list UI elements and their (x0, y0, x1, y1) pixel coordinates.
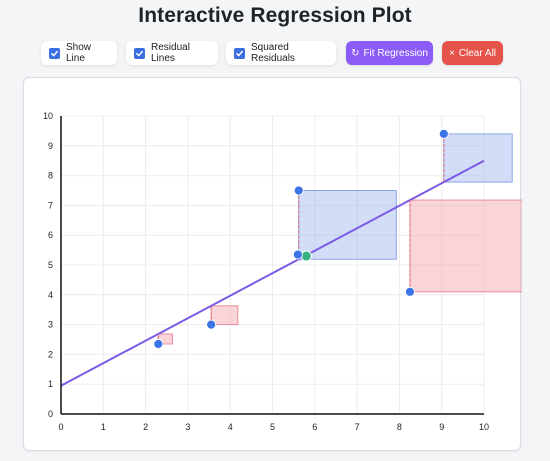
x-tick-label: 1 (101, 422, 106, 432)
plot-card: 0 1 2 3 4 5 6 7 8 9 10 0 1 2 3 4 5 6 7 8 9 10 (23, 77, 522, 452)
selected-point[interactable] (300, 250, 312, 262)
y-tick-label: 5 (48, 260, 53, 270)
y-tick-label: 1 (48, 379, 53, 389)
toolbar: Show Line Residual Lines Squared Residua… (0, 41, 550, 65)
data-point[interactable] (293, 185, 304, 196)
refresh-icon: ↻ (351, 47, 360, 59)
regression-line (60, 159, 485, 387)
x-tick-label: 10 (479, 422, 489, 432)
checkbox-checked-icon[interactable] (49, 47, 60, 59)
clear-all-label: Clear All (458, 47, 497, 59)
regression-plot[interactable]: 0 1 2 3 4 5 6 7 8 9 10 0 1 2 3 4 5 6 7 8 9 10 (24, 78, 522, 452)
y-tick-label: 0 (48, 409, 53, 419)
x-tick-label: 3 (185, 422, 190, 432)
squared-residuals-label: Squared Residuals (251, 42, 295, 64)
data-point[interactable] (405, 286, 415, 297)
clear-all-button[interactable]: × Clear All (442, 41, 503, 65)
squared-residuals-toggle[interactable]: Squared Residuals (226, 41, 336, 65)
y-tick-label: 3 (48, 320, 53, 330)
y-tick-label: 6 (48, 230, 53, 240)
x-tick-label: 0 (58, 422, 63, 432)
y-tick-label: 8 (48, 171, 53, 181)
y-tick-label: 4 (48, 290, 53, 300)
x-tick-label: 8 (397, 422, 402, 432)
residual-lines-label: Residual Lines (151, 42, 190, 64)
checkbox-checked-icon[interactable] (134, 47, 145, 59)
residual-lines-toggle[interactable]: Residual Lines (126, 41, 218, 65)
fit-regression-label: Fit Regression (363, 47, 428, 59)
x-tick-label: 6 (312, 422, 317, 432)
show-line-toggle[interactable]: Show Line (41, 41, 117, 65)
squared-residual (210, 305, 239, 326)
x-tick-label: 5 (270, 422, 275, 432)
page-title: Interactive Regression Plot (138, 4, 412, 27)
data-point[interactable] (292, 249, 303, 260)
data-point[interactable] (153, 339, 164, 349)
y-tick-label: 9 (48, 141, 53, 151)
fit-regression-button[interactable]: ↻ Fit Regression (346, 41, 433, 65)
x-tick-label: 4 (228, 422, 233, 432)
checkbox-checked-icon[interactable] (234, 47, 245, 59)
y-tick-label: 2 (48, 349, 53, 359)
squared-residual (443, 133, 513, 183)
data-point[interactable] (206, 319, 217, 330)
data-point[interactable] (438, 128, 449, 139)
x-tick-label: 2 (143, 422, 148, 432)
y-tick-label: 7 (48, 200, 53, 210)
squared-residual (409, 199, 522, 293)
show-line-label: Show Line (66, 42, 92, 64)
y-tick-label: 10 (43, 111, 53, 121)
squared-residual (298, 190, 397, 260)
close-icon: × (448, 47, 455, 59)
x-tick-label: 7 (355, 422, 360, 432)
x-tick-label: 9 (439, 422, 444, 432)
